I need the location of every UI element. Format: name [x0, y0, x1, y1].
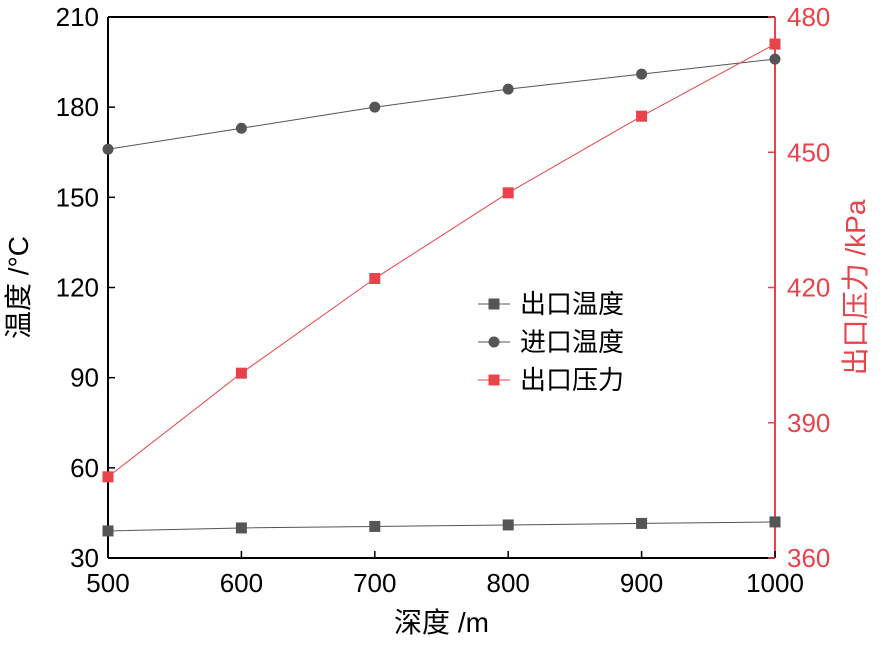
- y-right-tick-label: 480: [787, 2, 830, 32]
- series-3-point: [769, 38, 781, 50]
- y-left-tick-label: 90: [70, 363, 99, 393]
- x-tick-label: 700: [353, 568, 396, 598]
- series-2-point: [502, 83, 514, 95]
- y-left-tick-label: 210: [56, 2, 99, 32]
- legend-label: 进口温度: [520, 327, 624, 357]
- y-right-tick-label: 420: [787, 273, 830, 303]
- legend-label: 出口温度: [520, 289, 624, 319]
- series-1-point: [235, 522, 247, 534]
- series-1-point: [769, 516, 781, 528]
- series-2-point: [102, 143, 114, 155]
- series-1-point: [502, 519, 514, 531]
- series-1-point: [102, 525, 114, 537]
- x-tick-label: 800: [487, 568, 530, 598]
- y-left-tick-label: 30: [70, 543, 99, 573]
- series-2-point: [235, 122, 247, 134]
- x-tick-label: 500: [86, 568, 129, 598]
- series-2-point: [636, 68, 648, 80]
- y-left-tick-label: 150: [56, 182, 99, 212]
- legend-marker: [488, 298, 500, 310]
- y-left-tick-label: 120: [56, 273, 99, 303]
- x-tick-label: 900: [620, 568, 663, 598]
- y-right-axis-title: 出口压力 /kPa: [840, 199, 871, 375]
- series-3-point: [636, 110, 648, 122]
- series-1-point: [636, 517, 648, 529]
- series-2-point: [769, 53, 781, 65]
- y-left-tick-label: 60: [70, 453, 99, 483]
- y-left-tick-label: 180: [56, 92, 99, 122]
- legend-marker: [488, 336, 500, 348]
- series-line-2: [107, 58, 776, 150]
- y-right-tick-label: 450: [787, 137, 830, 167]
- series-line-1: [107, 521, 776, 532]
- series-3-point: [102, 471, 114, 483]
- series-line-3: [107, 43, 776, 478]
- series-3-point: [369, 272, 381, 284]
- y-right-tick-label: 360: [787, 543, 830, 573]
- y-right-tick-label: 390: [787, 408, 830, 438]
- series-3-point: [502, 187, 514, 199]
- series-1-point: [369, 520, 381, 532]
- y-left-axis-title: 温度 /°C: [3, 236, 34, 339]
- legend-label: 出口压力: [520, 365, 624, 395]
- legend-marker: [488, 374, 500, 386]
- x-axis-title: 深度 /m: [394, 607, 489, 638]
- series-2-point: [369, 101, 381, 113]
- x-tick-label: 600: [220, 568, 263, 598]
- series-3-point: [235, 367, 247, 379]
- x-tick-label: 1000: [746, 568, 804, 598]
